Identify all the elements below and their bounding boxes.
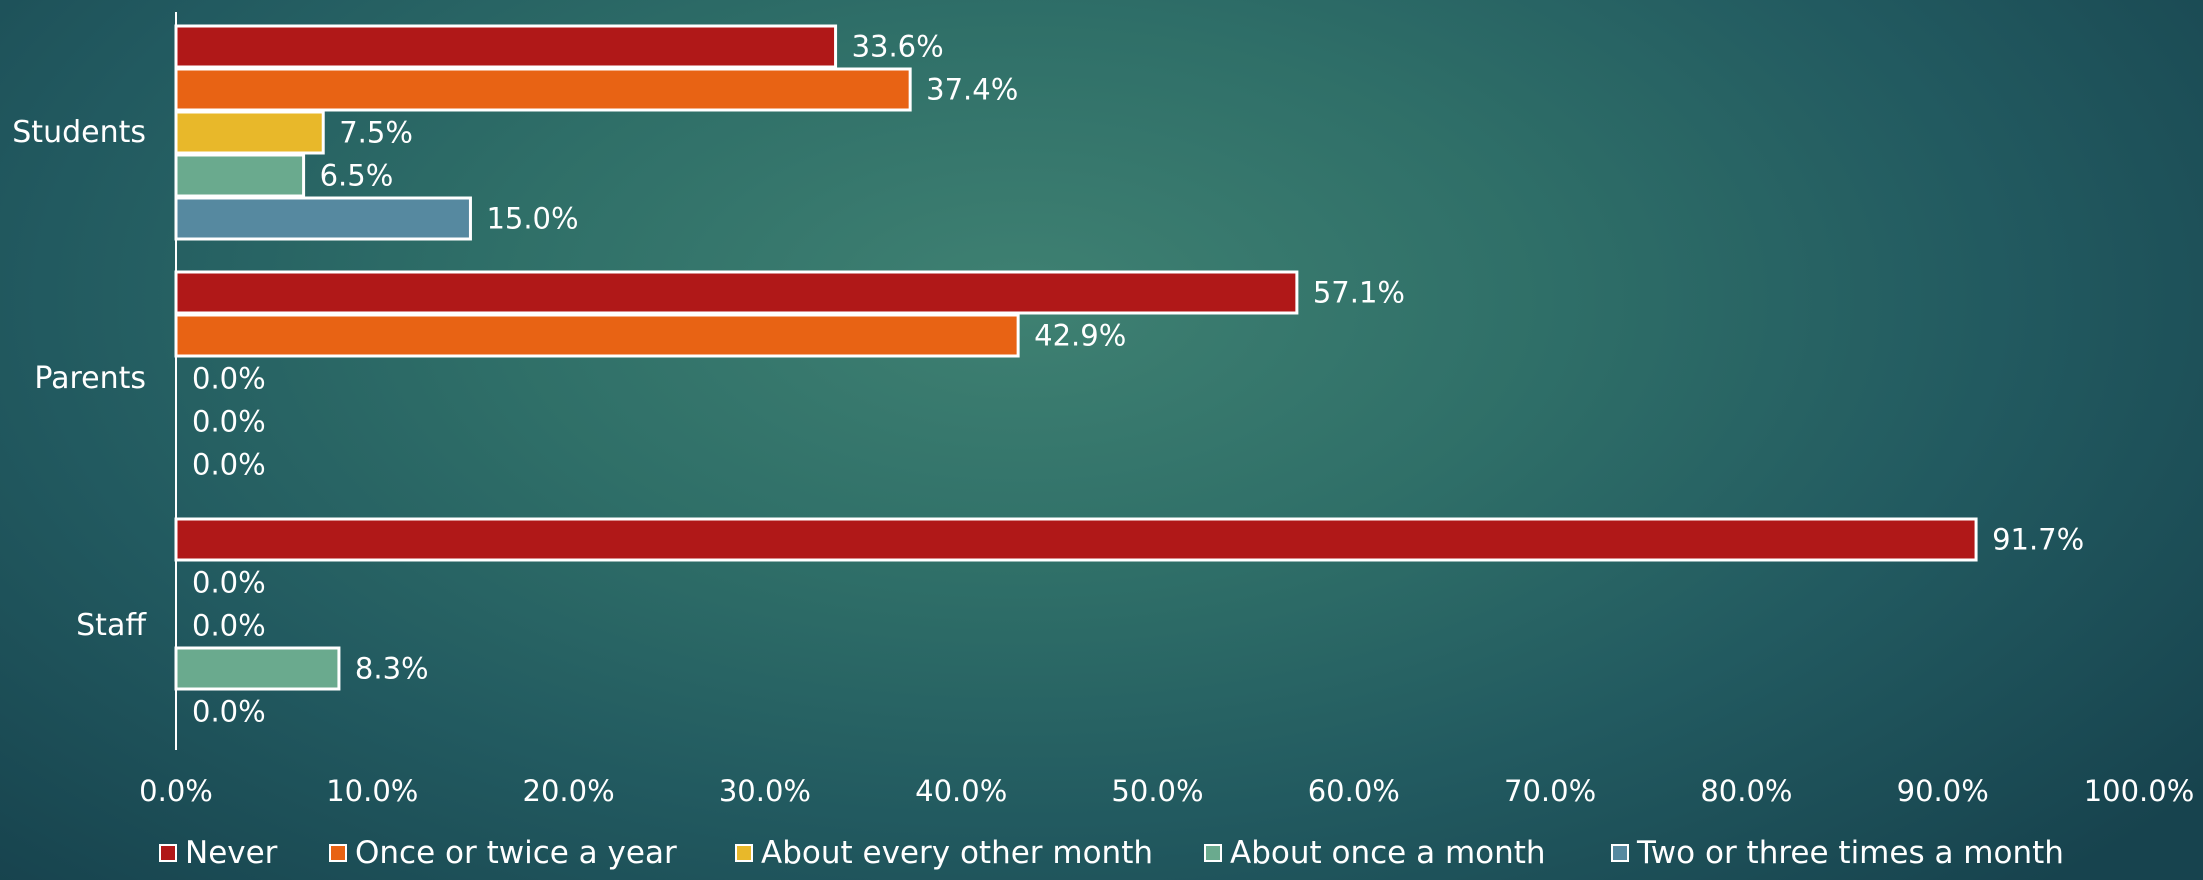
x-tick-label: 50.0% <box>1111 774 1203 808</box>
category-label-staff: Staff <box>76 608 147 643</box>
legend-swatch-once-or-twice-a-year <box>329 844 347 862</box>
value-label-students-never: 33.6% <box>852 30 944 64</box>
legend-label-once-or-twice-a-year: Once or twice a year <box>355 835 677 871</box>
x-tick-label-group: 0.0% 10.0% 20.0% 30.0% 40.0% 50.0% 60.0% 70.0% 8… <box>139 774 2194 808</box>
legend-swatch-about-once-a-month <box>1204 844 1222 862</box>
value-label-staff-never: 91.7% <box>1992 523 2084 557</box>
x-tick-label: 10.0% <box>326 774 418 808</box>
bar-students-two-or-three-times-a-month <box>174 196 472 241</box>
value-label-students-about-every-other-month: 7.5% <box>339 116 413 150</box>
value-label-parents-once-or-twice-a-year: 42.9% <box>1034 319 1126 353</box>
x-tick-label: 0.0% <box>139 774 213 808</box>
x-tick-label: 20.0% <box>523 774 615 808</box>
x-tick-label: 90.0% <box>1897 774 1989 808</box>
value-label-parents-about-every-other-month: 0.0% <box>192 362 266 396</box>
bar-students-once-or-twice-a-year <box>174 67 912 112</box>
value-label-staff-about-every-other-month: 0.0% <box>192 609 266 643</box>
value-label-staff-once-or-twice-a-year: 0.0% <box>192 566 266 600</box>
value-label-parents-about-once-a-month: 0.0% <box>192 405 266 439</box>
bar-students-never <box>174 24 838 69</box>
bar-parents-never <box>174 270 1299 315</box>
legend: Never Once or twice a year About every oth… <box>159 835 2064 871</box>
value-label-group: 33.6% 37.4% 7.5% 6.5% 15.0% 57.1% 42.9% 0.0% 0.0… <box>192 30 2084 729</box>
value-label-staff-about-once-a-month: 8.3% <box>355 652 429 686</box>
legend-swatch-never <box>159 844 177 862</box>
category-label-students: Students <box>12 115 146 150</box>
x-tick-label: 70.0% <box>1504 774 1596 808</box>
bar-group <box>174 24 1978 691</box>
legend-label-two-or-three-times-a-month: Two or three times a month <box>1636 835 2064 871</box>
value-label-staff-two-or-three-times-a-month: 0.0% <box>192 695 266 729</box>
bar-students-about-every-other-month <box>174 110 325 155</box>
legend-label-never: Never <box>185 835 278 871</box>
x-tick-label: 40.0% <box>915 774 1007 808</box>
legend-label-about-once-a-month: About once a month <box>1230 835 1546 871</box>
x-tick-label: 100.0% <box>2084 774 2195 808</box>
bar-students-about-once-a-month <box>174 153 306 198</box>
bar-staff-never <box>174 517 1978 562</box>
value-label-students-once-or-twice-a-year: 37.4% <box>926 73 1018 107</box>
x-tick-label: 60.0% <box>1308 774 1400 808</box>
legend-swatch-two-or-three-times-a-month <box>1611 844 1629 862</box>
category-label-parents: Parents <box>34 361 146 396</box>
x-tick-label: 30.0% <box>719 774 811 808</box>
value-label-parents-two-or-three-times-a-month: 0.0% <box>192 448 266 482</box>
value-label-parents-never: 57.1% <box>1313 276 1405 310</box>
bar-parents-once-or-twice-a-year <box>174 313 1020 358</box>
value-label-students-about-once-a-month: 6.5% <box>320 159 394 193</box>
x-tick-label: 80.0% <box>1700 774 1792 808</box>
category-label-group: Students Parents Staff <box>12 115 147 643</box>
legend-swatch-about-every-other-month <box>735 844 753 862</box>
legend-label-about-every-other-month: About every other month <box>761 835 1153 871</box>
bar-staff-about-once-a-month <box>174 646 341 691</box>
value-label-students-two-or-three-times-a-month: 15.0% <box>486 202 578 236</box>
